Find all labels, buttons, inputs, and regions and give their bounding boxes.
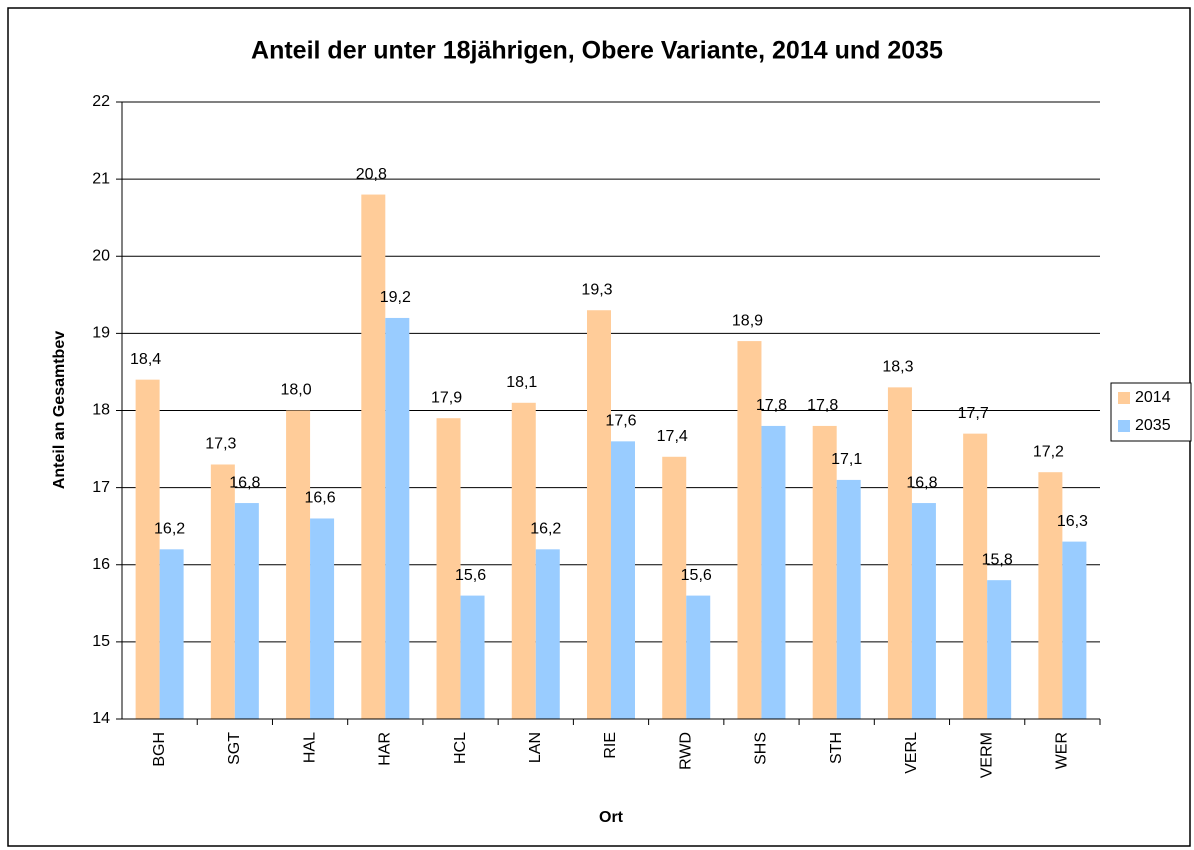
y-axis-label: Anteil an Gesamtbev [51,331,68,489]
value-label: 16,3 [1057,513,1088,530]
chart-title: Anteil der unter 18jährigen, Obere Varia… [251,37,943,65]
bar [1062,541,1087,719]
x-tick-label: STH [828,732,845,764]
value-label: 16,2 [154,521,185,538]
x-tick-label: HCL [452,732,469,764]
value-label: 16,8 [229,474,260,491]
bar [911,503,936,719]
value-label: 17,3 [205,436,236,453]
value-label: 15,8 [982,551,1013,568]
value-label: 16,6 [305,490,336,507]
bar [385,317,410,719]
value-label: 16,2 [530,521,561,538]
x-tick-label: HAR [377,732,394,766]
value-label: 17,4 [657,428,688,445]
value-label: 15,6 [681,567,712,584]
value-label: 17,7 [958,405,989,422]
bar [310,518,335,719]
bar [963,433,988,719]
bar [611,441,635,719]
value-label: 18,1 [506,374,537,391]
value-label: 18,4 [130,351,161,368]
y-tick-label: 15 [92,633,110,650]
bar [135,379,160,719]
bar [511,402,536,719]
value-label: 15,6 [455,567,486,584]
value-label: 17,1 [831,451,862,468]
bar [761,425,786,719]
value-label: 19,3 [581,281,612,298]
y-tick-label: 14 [92,710,110,727]
x-tick-label: LAN [527,732,544,763]
value-label: 17,9 [431,389,462,406]
value-label: 18,9 [732,312,763,329]
y-tick-label: 16 [92,556,110,573]
bar [535,549,560,719]
bar [1038,472,1063,719]
x-tick-label: VERL [903,732,920,774]
x-tick-label: BGH [151,732,168,767]
value-label: 17,2 [1033,443,1064,460]
x-axis-label: Ort [599,809,624,826]
bar [234,503,259,719]
bar [587,310,611,719]
bar [662,456,687,719]
bar [436,418,461,719]
y-tick-label: 22 [92,93,110,110]
value-label: 19,2 [380,289,411,306]
y-tick-label: 19 [92,325,110,342]
value-label: 18,0 [281,382,312,399]
legend-label: 2014 [1135,389,1171,406]
bar [460,595,485,719]
x-tick-label: SGT [226,732,243,765]
legend-swatch [1118,420,1130,432]
x-tick-label: WER [1054,732,1071,769]
bar [210,464,235,719]
bar [836,479,861,719]
y-tick-label: 17 [92,479,110,496]
bar [987,580,1012,719]
legend-label: 2035 [1135,417,1171,434]
value-label: 17,6 [605,413,636,430]
bar [686,595,711,719]
bar [737,341,762,719]
x-tick-label: RIE [602,732,619,759]
bar [361,194,386,720]
x-tick-label: SHS [753,732,770,765]
x-tick-label: RWD [677,732,694,770]
value-label: 20,8 [356,166,387,183]
bar [159,549,184,719]
value-label: 17,8 [756,397,787,414]
x-tick-label: HAL [301,732,318,763]
legend-swatch [1118,392,1130,404]
bar [286,410,311,719]
y-tick-label: 20 [92,247,110,264]
y-tick-label: 18 [92,402,110,419]
y-tick-label: 21 [92,170,110,187]
value-label: 18,3 [882,359,913,376]
bar [812,425,837,719]
x-tick-label: VERM [978,732,995,778]
value-label: 16,8 [906,474,937,491]
bar [887,387,912,719]
value-label: 17,8 [807,397,838,414]
